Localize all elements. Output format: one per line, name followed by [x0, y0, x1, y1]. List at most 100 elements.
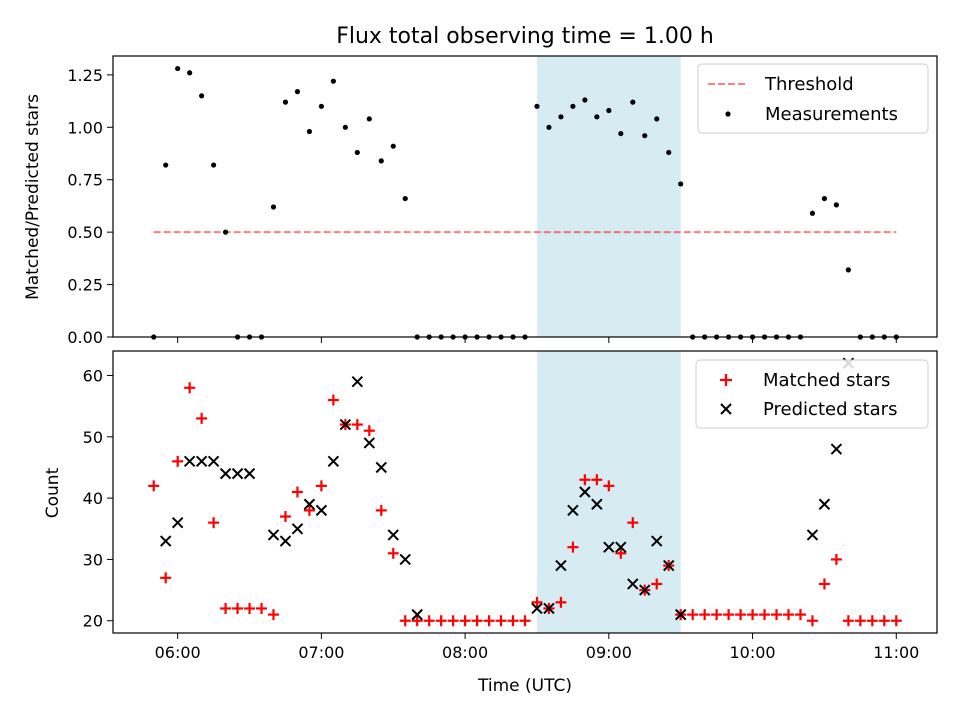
x-tick-label: 08:00 — [442, 643, 488, 662]
top-highlight-span — [536, 56, 681, 337]
matched-star-point — [411, 615, 423, 627]
bottom-y-axis-label: Count — [43, 467, 63, 518]
bottom-highlight-span — [536, 351, 681, 633]
matched-star-point — [327, 394, 339, 406]
matched-star-point — [160, 572, 172, 584]
matched-star-point — [771, 609, 783, 621]
matched-star-point — [208, 517, 220, 529]
matched-star-point — [256, 602, 268, 614]
predicted-star-point — [351, 375, 364, 388]
predicted-star-point — [387, 529, 399, 541]
predicted-star-point — [231, 467, 244, 480]
y-tick-label: 1.25 — [67, 66, 103, 85]
measurement-point — [282, 99, 289, 105]
predicted-star-point — [339, 418, 352, 431]
y-tick-label: 0.75 — [67, 171, 103, 190]
bottom-x-axis-label: Time (UTC) — [477, 676, 572, 696]
measurement-point — [270, 204, 277, 210]
x-tick-label: 10:00 — [730, 643, 776, 662]
top-legend-frame — [697, 63, 929, 134]
threshold-legend-label: Threshold — [764, 74, 854, 95]
measurement-point — [318, 103, 324, 109]
predicted-star-point — [555, 559, 567, 572]
matched-star-point — [854, 615, 866, 627]
measurements-legend-swatch — [725, 111, 731, 117]
matched-star-point — [387, 547, 399, 559]
predicted-star-point — [674, 608, 687, 621]
bottom-plot-frame — [112, 350, 938, 634]
bottom-x-axis: 06:00 07:00 08:00 09:00 10:00 11:00 — [155, 633, 919, 662]
matched-star-point — [267, 609, 279, 621]
measurement-point — [175, 65, 181, 72]
predicted-star-point — [159, 535, 172, 547]
matched-star-point — [747, 609, 759, 621]
matched-star-point — [806, 615, 818, 627]
matched-star-point — [818, 578, 830, 590]
matched-star-point — [351, 419, 363, 431]
matched-star-point — [519, 615, 531, 627]
bottom-y-axis: 20 30 40 50 60 — [83, 367, 113, 631]
measurement-point — [642, 133, 648, 139]
matched-star-point — [447, 615, 459, 627]
matched-legend-label: Matched stars — [763, 370, 890, 391]
predicted-star-point — [399, 553, 411, 566]
matched-star-point — [148, 480, 160, 492]
matched-star-point — [483, 615, 495, 627]
matched-star-point — [232, 602, 244, 614]
measurement-point — [330, 78, 336, 84]
predicted-star-point — [327, 455, 340, 468]
bottom-legend: Matched stars Predicted stars — [695, 359, 929, 429]
matched-star-point — [363, 425, 375, 437]
matched-star-point — [842, 615, 854, 627]
predicted-star-point — [663, 559, 675, 572]
measurement-point — [366, 116, 372, 122]
measurement-point — [163, 162, 169, 168]
measurement-point — [534, 103, 540, 109]
matched-star-point — [291, 486, 303, 498]
measurement-point — [187, 70, 193, 76]
top-y-axis: 0.00 0.25 0.50 0.75 1.00 1.25 — [67, 66, 113, 347]
y-tick-label: 40 — [83, 489, 103, 508]
measurement-point — [222, 229, 229, 235]
predicted-star-point — [171, 516, 184, 529]
matched-star-point — [279, 511, 291, 523]
measurement-point — [546, 124, 552, 130]
matched-star-point — [531, 596, 543, 608]
measurements-legend-label: Measurements — [765, 104, 898, 125]
predicted-star-point — [267, 529, 280, 541]
predicted-legend-label: Predicted stars — [763, 399, 897, 420]
predicted-star-point — [543, 602, 555, 615]
predicted-star-point — [303, 498, 316, 510]
bottom-panel: 20 30 40 50 60 06:00 07:00 08:00 09:00 10:00 11:0… — [43, 350, 938, 696]
measurement-point — [294, 89, 301, 95]
matched-star-point — [603, 480, 615, 492]
matched-star-point — [399, 615, 411, 627]
y-tick-label: 20 — [83, 612, 103, 631]
measurement-point — [630, 99, 636, 105]
matched-star-point — [507, 615, 519, 627]
y-tick-label: 0.25 — [67, 276, 103, 295]
predicted-star-point — [627, 578, 639, 590]
matched-star-point — [699, 609, 711, 621]
measurement-point — [845, 267, 851, 273]
predicted-star-point — [615, 541, 627, 553]
predicted-star-point — [806, 529, 819, 541]
matched-star-point — [375, 504, 387, 516]
matched-star-point — [627, 517, 639, 529]
matched-star-point — [687, 609, 699, 621]
bottom-legend-frame — [695, 359, 929, 429]
x-tick-label: 09:00 — [586, 643, 632, 662]
predicted-star-point — [818, 498, 831, 510]
predicted-star-point — [315, 504, 328, 517]
predicted-star-point — [183, 455, 196, 468]
matched-star-point — [435, 615, 447, 627]
predicted-star-point — [243, 467, 256, 480]
predicted-star-point — [195, 455, 208, 468]
matched-star-point — [651, 578, 663, 590]
measurement-point — [570, 103, 576, 109]
y-tick-label: 0.00 — [67, 328, 103, 347]
matched-star-point — [244, 602, 256, 614]
predicted-star-point — [207, 455, 220, 468]
matched-star-point — [759, 609, 771, 621]
matched-star-point — [878, 615, 890, 627]
